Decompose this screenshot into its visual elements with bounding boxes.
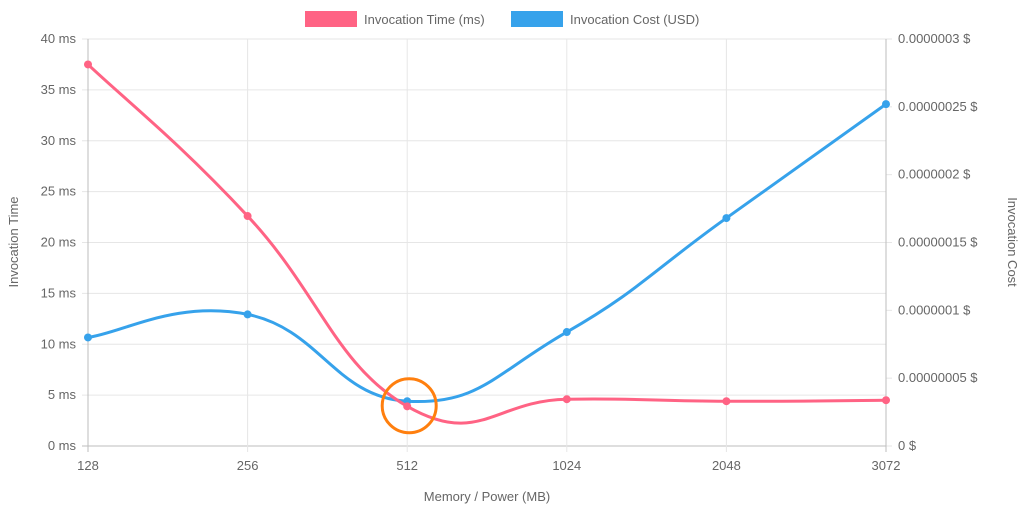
data-point-invocation-time[interactable]	[882, 396, 890, 405]
data-point-invocation-cost[interactable]	[562, 328, 571, 337]
y-right-tick-label: 0.00000005 $	[898, 370, 978, 385]
y-right-tick-label: 0.00000025 $	[898, 99, 978, 114]
legend-swatch-invocation-cost	[511, 11, 563, 27]
highlight-circle	[380, 377, 438, 435]
y-right-tick-label: 0.0000001 $	[898, 302, 971, 317]
y-left-tick-label: 30 ms	[41, 133, 77, 148]
data-point-invocation-cost[interactable]	[84, 333, 92, 342]
data-point-invocation-cost[interactable]	[882, 100, 890, 109]
data-point-invocation-cost[interactable]	[243, 310, 252, 319]
data-point-invocation-time[interactable]	[722, 397, 731, 406]
data-point-invocation-cost[interactable]	[722, 214, 731, 223]
y-right-tick-label: 0.0000002 $	[898, 167, 971, 182]
y-left-tick-label: 35 ms	[41, 82, 77, 97]
y-right-tick-label: 0 $	[898, 438, 917, 453]
data-point-invocation-time[interactable]	[403, 402, 412, 411]
series-line-invocation-time	[86, 62, 888, 425]
x-tick-label: 1024	[552, 458, 581, 473]
legend: Invocation Time (ms) Invocation Cost (US…	[305, 11, 699, 27]
y-left-tick-label: 25 ms	[41, 184, 77, 199]
data-point-invocation-time[interactable]	[562, 395, 571, 404]
x-axis-title: Memory / Power (MB)	[424, 489, 550, 504]
axes: 0 ms 5 ms 10 ms 15 ms 20 ms 25 ms 30 ms 35 ms 40…	[41, 31, 979, 473]
legend-item-invocation-cost[interactable]: Invocation Cost (USD)	[511, 11, 699, 27]
x-tick-label: 128	[77, 458, 99, 473]
y-left-tick-label: 5 ms	[48, 387, 77, 402]
y-left-tick-label: 40 ms	[41, 31, 77, 46]
data-point-invocation-time[interactable]	[84, 60, 92, 69]
y-left-tick-label: 15 ms	[41, 285, 77, 300]
y-left-tick-label: 10 ms	[41, 336, 77, 351]
x-tick-label: 2048	[712, 458, 741, 473]
grid	[82, 38, 892, 452]
y-right-tick-label: 0.0000003 $	[898, 31, 971, 46]
x-tick-label: 512	[396, 458, 418, 473]
x-tick-label: 256	[237, 458, 259, 473]
legend-label-invocation-cost: Invocation Cost (USD)	[570, 12, 699, 27]
y-axis-title-right: Invocation Cost	[1005, 197, 1020, 287]
legend-label-invocation-time: Invocation Time (ms)	[364, 12, 485, 27]
data-point-invocation-time[interactable]	[243, 212, 252, 221]
x-tick-label: 3072	[872, 458, 901, 473]
y-left-tick-label: 20 ms	[41, 235, 77, 250]
series-layer	[84, 60, 890, 425]
y-right-tick-label: 0.00000015 $	[898, 235, 978, 250]
series-line-invocation-cost	[86, 102, 888, 404]
y-left-tick-label: 0 ms	[48, 438, 77, 453]
y-axis-title-left: Invocation Time	[6, 196, 21, 287]
legend-item-invocation-time[interactable]: Invocation Time (ms)	[305, 11, 485, 27]
legend-swatch-invocation-time	[305, 11, 357, 27]
